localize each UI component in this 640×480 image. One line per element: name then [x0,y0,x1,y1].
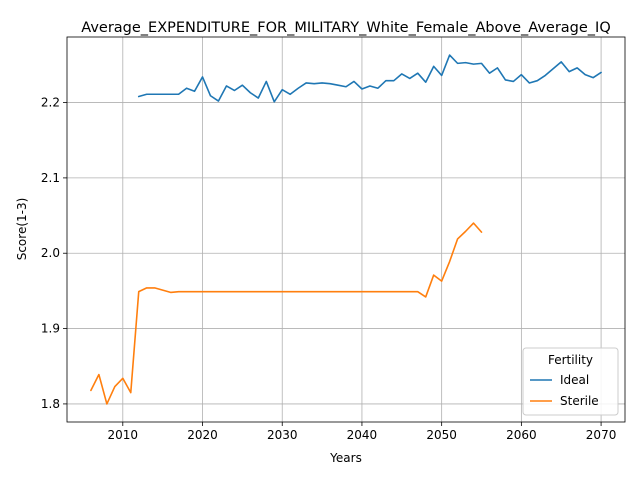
grid [67,37,625,422]
axis-ticks: 2010 2020 2030 2040 2050 2060 2070 1.8 1.9 2.0 2.1… [41,96,616,442]
x-tick-label: 2050 [426,428,457,442]
x-tick-label: 2020 [187,428,218,442]
legend-box [522,347,619,416]
legend-label-sterile: Sterile [560,394,599,408]
series-line-sterile [90,222,483,405]
series-lines [90,54,602,405]
plot-frame [66,36,626,423]
x-tick-label: 2040 [347,428,378,442]
series-line-ideal [137,54,602,103]
y-tick-label: 1.8 [41,397,60,411]
x-tick-label: 2030 [267,428,298,442]
legend-label-ideal: Ideal [560,373,589,387]
legend-title: Fertility [548,353,593,367]
x-tick-label: 2070 [586,428,617,442]
y-tick-label: 1.9 [41,322,60,336]
legend: Fertility Ideal Sterile [522,347,619,416]
x-tick-label: 2060 [506,428,537,442]
y-tick-label: 2.2 [41,96,60,110]
x-tick-label: 2010 [108,428,139,442]
y-axis-label: Score(1-3) [15,198,29,261]
y-tick-label: 2.0 [41,246,60,260]
y-tick-label: 2.1 [41,171,60,185]
x-axis-label: Years [329,451,362,465]
chart-title: Average_EXPENDITURE_FOR_MILITARY_White_F… [81,20,610,36]
